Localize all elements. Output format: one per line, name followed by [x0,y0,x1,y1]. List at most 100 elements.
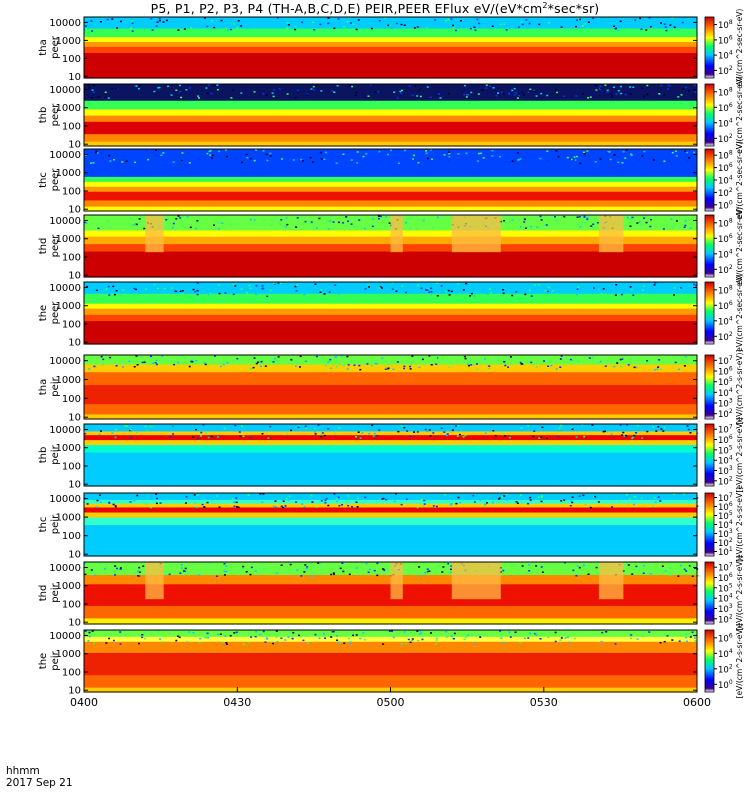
noise-speck [324,151,327,154]
noise-speck [327,22,330,25]
noise-speck [119,631,122,633]
noise-speck [665,29,668,32]
noise-speck [514,634,517,637]
noise-speck [119,643,122,645]
noise-speck [435,356,438,359]
noise-speck [150,355,152,358]
noise-speck [568,641,571,644]
noise-speck [134,85,137,87]
noise-speck [460,30,462,32]
noise-speck [102,358,105,361]
noise-speck [259,493,262,495]
noise-speck [413,158,416,161]
noise-speck [356,506,359,508]
colorbar-tick-label: 104 [718,175,733,187]
noise-speck [138,571,141,573]
noise-speck [655,571,658,573]
noise-speck [257,361,260,363]
noise-speck [126,425,129,427]
noise-speck [475,160,478,162]
noise-speck [432,432,435,434]
noise-speck [155,359,158,362]
noise-speck [658,494,661,496]
noise-speck [347,495,350,497]
noise-speck [586,27,589,30]
noise-speck [594,161,597,163]
noise-speck [310,222,313,225]
noise-speck [524,293,527,296]
noise-speck [141,361,144,364]
noise-speck [88,368,91,370]
noise-speck [671,226,674,229]
noise-speck [290,358,293,361]
noise-speck [529,499,532,501]
y-tick-label: 10 [68,140,81,151]
noise-speck [406,155,409,157]
noise-speck [583,153,586,155]
noise-speck [141,636,144,639]
noise-speck [663,160,666,162]
noise-speck [655,430,658,432]
noise-speck [606,431,609,433]
noise-speck [235,497,238,499]
noise-speck [273,89,276,91]
noise-speck [694,637,696,639]
noise-speck [365,562,368,565]
noise-speck [559,639,562,641]
event-streak [145,215,164,253]
noise-speck [479,152,482,155]
noise-speck [280,505,283,507]
noise-speck [522,94,525,96]
noise-speck [95,506,98,508]
noise-speck [620,92,623,95]
noise-speck [320,436,322,438]
noise-speck [224,635,227,637]
noise-speck [346,355,349,358]
noise-speck [206,501,209,504]
noise-speck [299,366,301,368]
noise-speck [138,575,141,577]
chart-title: P5, P1, P2, P3, P4 (TH-A,B,C,D,E) PEIR,P… [0,1,750,16]
noise-speck [508,161,511,164]
noise-speck [457,283,460,285]
noise-speck [294,97,297,99]
noise-speck [136,431,139,434]
noise-speck [477,93,480,95]
noise-speck [578,566,581,569]
noise-speck [528,570,531,572]
noise-speck [342,153,345,155]
noise-speck [296,89,299,91]
spectrogram-band [84,444,697,453]
noise-speck [447,563,449,565]
noise-speck [571,428,574,430]
y-tick-label: 1000 [56,443,81,454]
noise-speck [417,161,420,164]
noise-speck [586,150,589,152]
noise-speck [624,93,627,96]
x-tick-label: 0430 [223,696,251,709]
noise-speck [85,222,88,224]
noise-speck [197,437,199,439]
noise-speck [641,155,644,157]
noise-speck [428,291,431,293]
noise-speck [638,159,641,161]
noise-speck [94,574,97,577]
noise-speck [397,430,400,433]
noise-speck [508,437,511,439]
noise-speck [570,500,573,502]
noise-speck [314,433,317,435]
noise-speck [92,91,95,94]
colorbar-tick-label: 107 [718,355,733,367]
noise-speck [606,428,609,430]
noise-speck [355,567,358,569]
noise-speck [402,562,405,565]
spectrogram-band [84,630,697,637]
y-tick-label: 1000 [56,301,81,312]
noise-speck [367,284,370,286]
noise-speck [232,89,234,91]
noise-speck [392,368,395,371]
noise-speck [678,640,681,642]
noise-speck [649,573,652,575]
spectrogram-band [84,308,697,315]
noise-speck [312,21,315,23]
